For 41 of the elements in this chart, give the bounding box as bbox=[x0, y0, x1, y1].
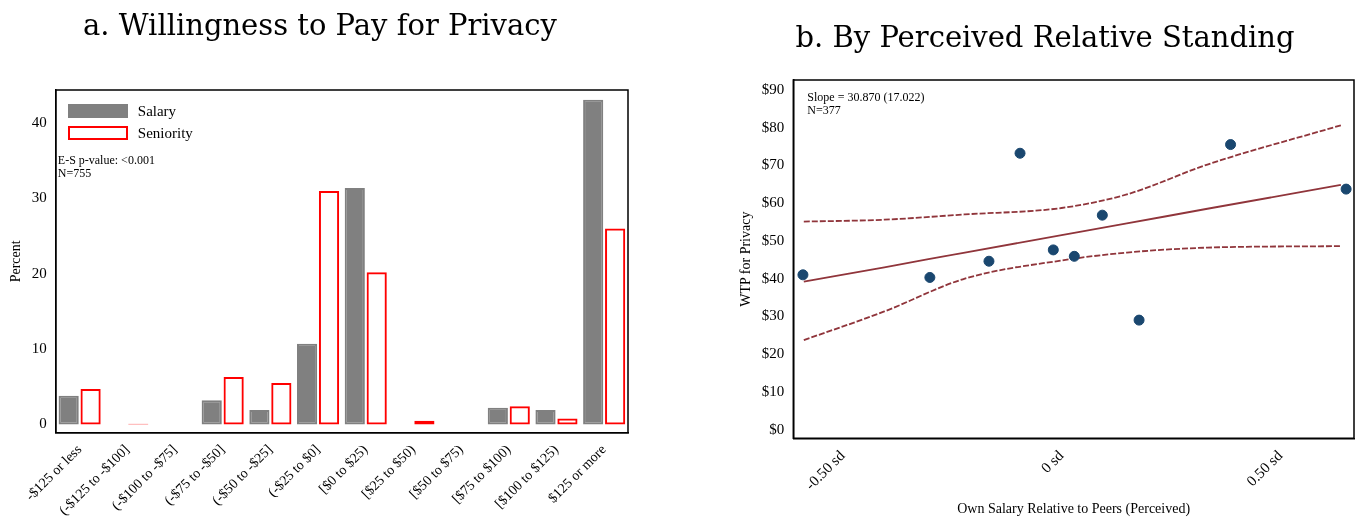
y-tick-label: 30 bbox=[31, 189, 47, 206]
x-axis-title: Own Salary Relative to Peers (Perceived) bbox=[957, 501, 1191, 518]
chart-title: b. By Perceived Relative Standing bbox=[794, 20, 1296, 54]
y-tick-label: $40 bbox=[761, 269, 785, 286]
y-tick-label: 20 bbox=[31, 264, 47, 281]
y-tick-label: 40 bbox=[31, 114, 47, 131]
annotation: E-S p-value: <0.001 bbox=[57, 153, 155, 168]
point bbox=[797, 269, 809, 281]
line-series bbox=[802, 124, 1342, 223]
y-axis-title: Percent bbox=[8, 240, 24, 283]
y-tick-label: $80 bbox=[761, 118, 785, 135]
legend-label: Seniority bbox=[137, 124, 193, 143]
point bbox=[1340, 183, 1352, 195]
y-tick-label: $20 bbox=[761, 345, 785, 362]
y-tick-label: $90 bbox=[761, 80, 785, 97]
x-tick-label: 0 sd bbox=[1037, 446, 1067, 476]
point bbox=[1047, 244, 1059, 256]
line-series bbox=[802, 245, 1342, 342]
point bbox=[1225, 139, 1237, 151]
point bbox=[983, 255, 995, 267]
y-tick-label: $70 bbox=[761, 156, 785, 173]
y-tick-label: $0 bbox=[769, 420, 785, 437]
annotation: N=755 bbox=[57, 166, 92, 181]
x-tick-label: 0.50 sd bbox=[1243, 446, 1286, 490]
point bbox=[1014, 147, 1026, 159]
annotation: Slope = 30.870 (17.022) bbox=[807, 90, 925, 105]
y-tick-label: 10 bbox=[31, 340, 47, 357]
point bbox=[924, 271, 936, 283]
point bbox=[1068, 250, 1080, 262]
y-tick-label: $50 bbox=[761, 231, 785, 248]
annotation: N=377 bbox=[807, 103, 841, 118]
point bbox=[1096, 209, 1108, 221]
chart-title: a. Willingness to Pay for Privacy bbox=[82, 8, 558, 42]
y-tick-label: 0 bbox=[39, 415, 47, 432]
legend-label: Salary bbox=[137, 102, 177, 121]
x-tick-label: -0.50 sd bbox=[802, 446, 849, 493]
point bbox=[1133, 314, 1145, 326]
y-tick-label: $60 bbox=[761, 194, 785, 211]
y-tick-label: $30 bbox=[761, 307, 785, 324]
y-tick-label: $10 bbox=[761, 382, 785, 399]
y-axis-title: WTP for Privacy bbox=[738, 211, 754, 307]
